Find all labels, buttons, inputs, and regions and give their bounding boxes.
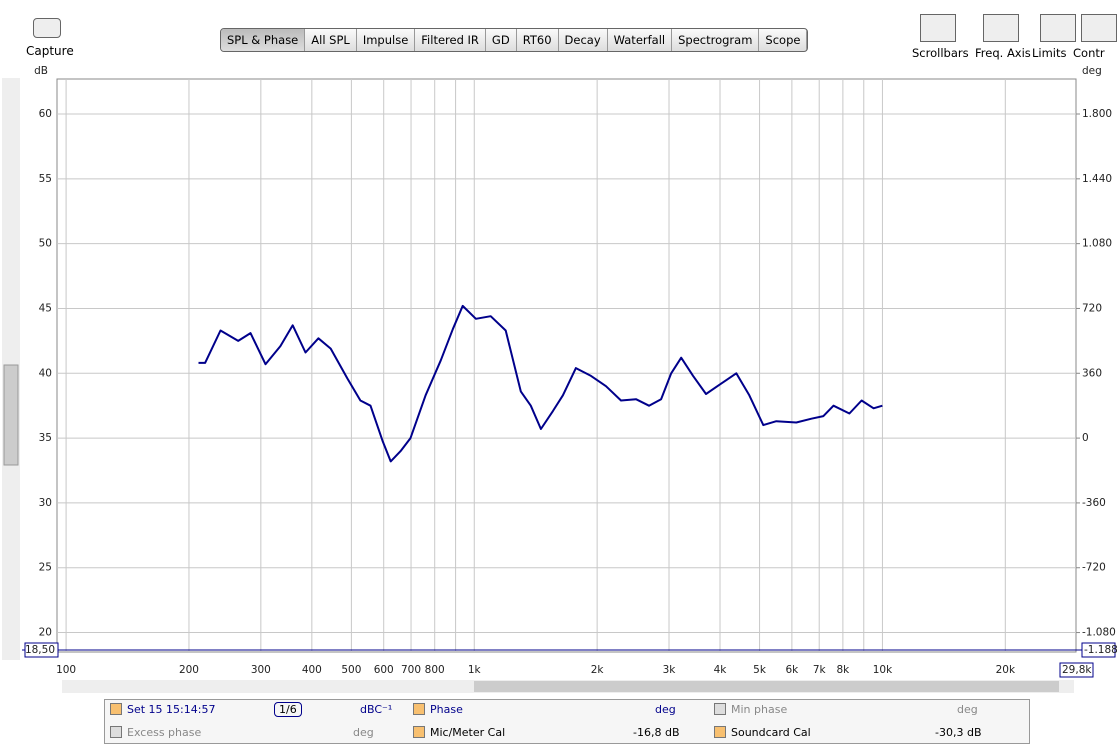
y-unit: dB	[34, 65, 48, 77]
excess-phase-unit: deg	[353, 726, 374, 739]
tab[interactable]: Impulse	[357, 29, 416, 51]
x-tick-label: 100	[56, 664, 76, 676]
excess-phase-label[interactable]: Excess phase	[127, 726, 202, 739]
x-tick-label: 200	[179, 664, 199, 676]
checkbox[interactable]	[110, 703, 122, 715]
tab[interactable]: SPL & Phase	[221, 29, 306, 51]
h-scroll-thumb[interactable]	[474, 681, 1059, 692]
limit-box	[1081, 642, 1116, 658]
phase-unit: deg	[655, 703, 676, 716]
y2-tick-label: -360	[1082, 497, 1106, 509]
tab[interactable]: Waterfall	[608, 29, 673, 51]
y-tick-label: 35	[39, 432, 52, 444]
v-scroll-thumb[interactable]	[3, 364, 19, 466]
tab[interactable]: Scope	[759, 29, 808, 51]
mic-cal-value: -16,8 dB	[633, 726, 680, 739]
toolbar-icon[interactable]	[1081, 14, 1117, 42]
limit-box	[24, 642, 59, 658]
y2-unit: deg	[1082, 65, 1102, 77]
toolbar-button[interactable]: Scrollbars	[912, 46, 969, 60]
x-tick-label: 800	[425, 664, 445, 676]
tab[interactable]: All SPL	[305, 29, 357, 51]
y-tick-label: 55	[39, 173, 52, 185]
y2-tick-label: 720	[1082, 302, 1102, 314]
min-phase-unit: deg	[957, 703, 978, 716]
x-tick-label: 500	[341, 664, 361, 676]
y-tick-label: 60	[39, 108, 52, 120]
x-tick-label: 5k	[753, 664, 767, 676]
y2-tick-label: 0	[1082, 432, 1089, 444]
x-tick-label: 8k	[836, 664, 850, 676]
plot-area	[56, 78, 1077, 653]
x-tick-label: 700	[401, 664, 421, 676]
x-tick-label: 10k	[873, 664, 893, 676]
checkbox[interactable]	[714, 726, 726, 738]
y-tick-label: 40	[39, 367, 52, 379]
y2-tick-label: 1.800	[1082, 108, 1112, 120]
toolbar-icon[interactable]	[1040, 14, 1076, 42]
y2-tick-label: -1.080	[1082, 627, 1116, 639]
y-tick-label: 30	[39, 497, 52, 509]
checkbox[interactable]	[110, 726, 122, 738]
tab[interactable]: Decay	[559, 29, 608, 51]
toolbar-button[interactable]: Freq. Axis	[975, 46, 1031, 60]
x-tick-label: 400	[302, 664, 322, 676]
tab[interactable]: RT60	[517, 29, 559, 51]
soundcard-cal-value: -30,3 dB	[935, 726, 982, 739]
spl-line	[198, 304, 883, 463]
checkbox[interactable]	[413, 703, 425, 715]
soundcard-cal-label[interactable]: Soundcard Cal	[731, 726, 811, 739]
y-tick-label: 45	[39, 302, 52, 314]
x-tick-label: 3k	[663, 664, 677, 676]
y2-tick-label: 1.080	[1082, 238, 1112, 250]
x-tick-label: 2k	[591, 664, 605, 676]
chart: dB deg 100 200 300 400 500 600 700 800 1k 2k 3k 4k 5…	[2, 65, 1117, 693]
x-tick-label: 1k	[468, 664, 482, 676]
min-phase-label[interactable]: Min phase	[731, 703, 788, 716]
checkbox[interactable]	[413, 726, 425, 738]
mic-cal-label[interactable]: Mic/Meter Cal	[430, 726, 506, 739]
series-name[interactable]: Set 15 15:14:57	[127, 703, 216, 716]
smoothing[interactable]: 1/6	[274, 702, 302, 717]
legend-panel	[104, 699, 1030, 744]
limit-label: 18,50	[25, 644, 55, 656]
tab[interactable]: GD	[486, 29, 517, 51]
y2-tick-label: 360	[1082, 367, 1102, 379]
y2-tick-label: -720	[1082, 562, 1106, 574]
tab[interactable]: Filtered IR	[415, 29, 486, 51]
limit-label: 29,8k	[1062, 664, 1092, 676]
x-tick-label: 6k	[786, 664, 800, 676]
x-tick-label: 7k	[813, 664, 827, 676]
capture-label[interactable]: Capture	[26, 44, 74, 58]
tab-bar: SPL & Phase All SPL Impulse Filtered IR GD RT…	[220, 28, 809, 52]
y-tick-label: 50	[39, 238, 52, 250]
checkbox[interactable]	[714, 703, 726, 715]
toolbar-icon[interactable]	[983, 14, 1019, 42]
limit-box	[1059, 662, 1094, 678]
phase-label[interactable]: Phase	[430, 703, 463, 716]
limit-label: -1.188	[1084, 644, 1117, 656]
x-tick-label: 600	[374, 664, 394, 676]
x-tick-label: 4k	[714, 664, 728, 676]
y2-tick-label: 1.440	[1082, 173, 1112, 185]
toolbar-button[interactable]: Limits	[1032, 46, 1067, 60]
x-tick-label: 20k	[996, 664, 1016, 676]
y-tick-label: 25	[39, 562, 52, 574]
unit: dBC⁻¹	[360, 703, 393, 716]
toolbar-button[interactable]: Contr	[1073, 46, 1105, 60]
y-tick-label: 20	[39, 627, 52, 639]
x-tick-label: 300	[251, 664, 271, 676]
capture-icon[interactable]	[33, 18, 61, 38]
toolbar-icon[interactable]	[920, 14, 956, 42]
tab[interactable]: Spectrogram	[672, 29, 760, 51]
